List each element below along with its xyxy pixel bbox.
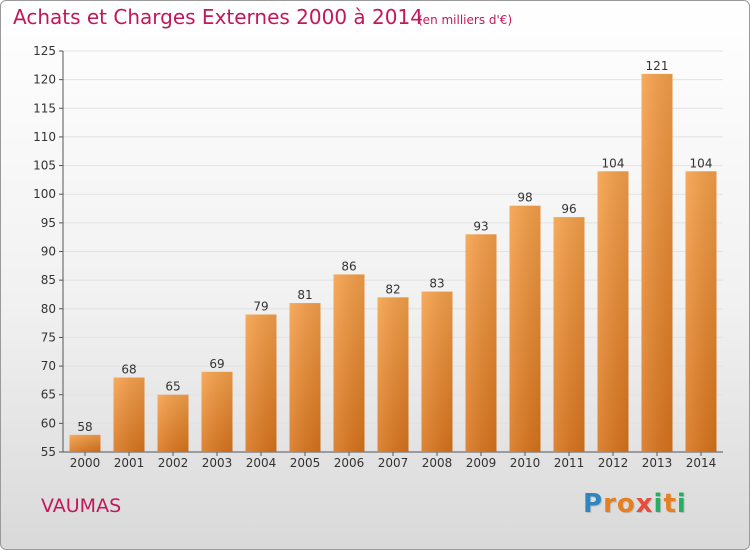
brand-letter: P <box>583 489 604 519</box>
y-tick-label: 60 <box>41 416 56 430</box>
data-label: 82 <box>385 282 400 296</box>
x-tick-label: 2001 <box>114 456 145 470</box>
x-tick-label: 2009 <box>466 456 497 470</box>
data-label: 58 <box>77 420 92 434</box>
data-label: 69 <box>209 357 224 371</box>
y-tick-label: 55 <box>41 445 56 459</box>
brand-letter: i <box>676 489 687 519</box>
data-label: 86 <box>341 259 356 273</box>
y-tick-label: 95 <box>41 216 56 230</box>
data-label: 96 <box>561 202 576 216</box>
x-tick-label: 2002 <box>158 456 189 470</box>
y-tick-label: 70 <box>41 359 56 373</box>
y-tick-label: 105 <box>33 159 56 173</box>
bar-shade <box>509 205 541 452</box>
data-label: 68 <box>121 363 136 377</box>
bar-shade <box>421 291 453 452</box>
chart-subtitle: (en milliers d'€) <box>418 13 513 27</box>
y-tick-label: 65 <box>41 388 56 402</box>
data-label: 93 <box>473 219 488 233</box>
y-tick-label: 80 <box>41 302 56 316</box>
x-tick-label: 2000 <box>70 456 101 470</box>
x-tick-label: 2014 <box>686 456 717 470</box>
bar-shade <box>685 171 717 453</box>
y-tick-labels: 55 60 65 70 75 80 85 90 95 100 105 110 115 120 125 <box>33 44 56 459</box>
bar-shade <box>201 371 233 452</box>
data-label: 121 <box>646 59 669 73</box>
data-label: 104 <box>602 156 625 170</box>
brand-letter: r <box>603 489 617 519</box>
data-label: 98 <box>517 191 532 205</box>
x-tick-label: 2003 <box>202 456 233 470</box>
brand-logo: Proxiti <box>583 489 687 519</box>
x-tick-label: 2007 <box>378 456 409 470</box>
x-tick-label: 2005 <box>290 456 321 470</box>
bar-shade <box>553 217 585 452</box>
brand-letter: o <box>616 489 636 519</box>
y-tick-label: 100 <box>33 187 56 201</box>
data-label: 83 <box>429 277 444 291</box>
y-tick-label: 75 <box>41 330 56 344</box>
y-tick-label: 110 <box>33 130 56 144</box>
brand-letter: x <box>635 489 654 519</box>
data-label: 81 <box>297 288 312 302</box>
bar-shade <box>289 303 321 452</box>
bar-shade <box>597 171 629 453</box>
bar-shade <box>333 274 365 452</box>
bar-shade <box>113 377 145 452</box>
data-label: 65 <box>165 380 180 394</box>
bar-shade <box>641 73 673 453</box>
bar-shade <box>377 297 409 452</box>
data-label: 79 <box>253 300 268 314</box>
y-tick-label: 90 <box>41 245 56 259</box>
x-tick-label: 2013 <box>642 456 673 470</box>
bar-shade <box>69 434 101 452</box>
y-tick-label: 125 <box>33 44 56 58</box>
brand-letter: t <box>663 489 677 519</box>
x-tick-labels: 2000 2001 2002 2003 2004 2005 2006 2007 2008 2009… <box>70 456 717 470</box>
brand-letter: i <box>653 489 664 519</box>
x-tick-label: 2010 <box>510 456 541 470</box>
data-label: 104 <box>690 156 713 170</box>
data-labels: 58 68 65 69 79 81 86 82 83 93 98 96 104 121 104 <box>77 59 712 434</box>
bar-shade <box>465 234 497 452</box>
y-tick-label: 115 <box>33 101 56 115</box>
x-tick-label: 2012 <box>598 456 629 470</box>
x-tick-label: 2011 <box>554 456 585 470</box>
bars <box>69 73 717 453</box>
bar-shade <box>157 394 189 452</box>
y-tick-label: 85 <box>41 273 56 287</box>
x-tick-label: 2008 <box>422 456 453 470</box>
y-tick-label: 120 <box>33 73 56 87</box>
chart-title: Achats et Charges Externes 2000 à 2014 <box>13 5 423 29</box>
x-tick-label: 2004 <box>246 456 277 470</box>
bar-shade <box>245 314 277 452</box>
x-tick-label: 2006 <box>334 456 365 470</box>
commune-name: VAUMAS <box>41 495 122 517</box>
